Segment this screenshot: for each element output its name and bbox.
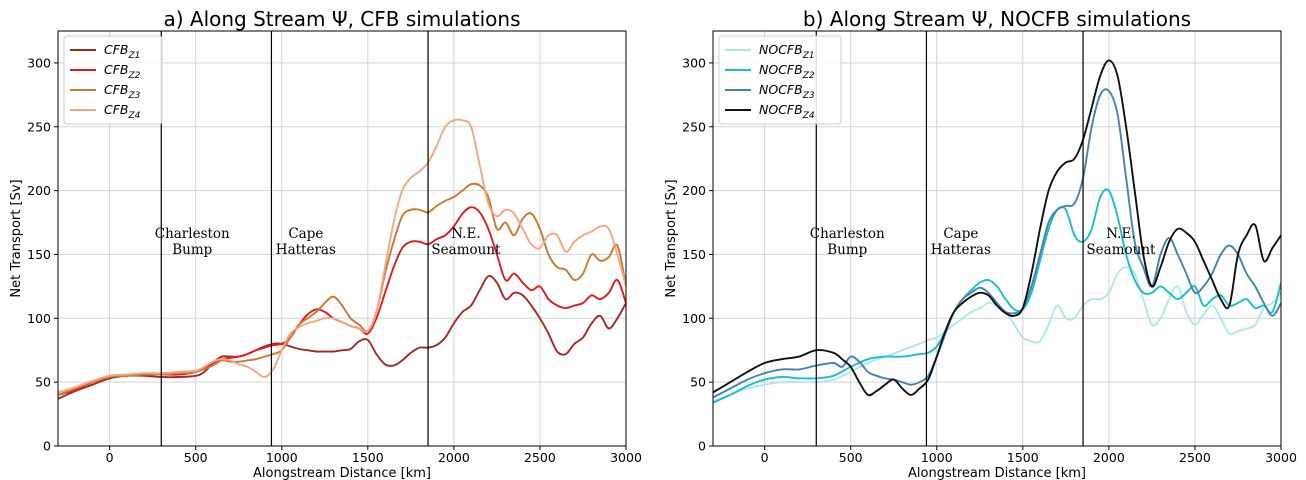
panel-a: Charleston Bump Cape Hatteras N.E. Seamount 0 5…: [9, 7, 642, 480]
annotation-label: Charleston Bump: [810, 226, 885, 258]
series-line-nocfb-z1: [713, 266, 1281, 403]
y-tick-label: 100: [27, 311, 51, 326]
x-tick-label: 2500: [1179, 450, 1211, 465]
y-tick-label: 0: [43, 439, 51, 454]
legend-box: [63, 35, 163, 125]
y-tick-label: 300: [27, 55, 51, 70]
annotation-line: Charleston: [810, 226, 885, 242]
annotation-line: N.E.: [451, 226, 480, 242]
legend-entry: NOCFBZ1: [759, 42, 815, 61]
annotation-line: Bump: [827, 242, 867, 258]
annotation-line: Cape: [943, 226, 978, 242]
x-axis-label: Alongstream Distance [km]: [253, 466, 431, 480]
annotation-line: Seamount: [1086, 242, 1156, 258]
legend-entry: NOCFBZ2: [759, 62, 815, 81]
x-tick-label: 1500: [352, 450, 384, 465]
annotation-label: N.E. Seamount: [1086, 226, 1156, 258]
x-tick-label: 500: [839, 450, 863, 465]
x-tick-label: 500: [184, 450, 208, 465]
x-tick-label: 3000: [610, 450, 642, 465]
y-tick-label: 50: [35, 375, 51, 390]
y-tick-label: 150: [682, 247, 706, 262]
legend-entry-subscript: Z2: [128, 71, 141, 81]
legend-entry-subscript: Z4: [128, 111, 141, 121]
plot-frame: [712, 30, 1282, 447]
annotation-line: Seamount: [431, 242, 501, 258]
y-tick-label: 0: [698, 439, 706, 454]
chart-title: b) Along Stream Ψ, NOCFB simulations: [803, 7, 1191, 31]
y-tick-label: 200: [27, 183, 51, 198]
y-tick-label: 50: [690, 375, 706, 390]
legend-entry-subscript: Z4: [802, 111, 815, 121]
plot-frame: [57, 30, 627, 447]
chart-title: a) Along Stream Ψ, CFB simulations: [163, 7, 520, 31]
legend-entry: NOCFBZ4: [759, 102, 815, 121]
x-tick-label: 0: [761, 450, 769, 465]
x-tick-label: 2500: [524, 450, 556, 465]
y-tick-label: 150: [27, 247, 51, 262]
legend-entry-name: CFB: [104, 62, 129, 77]
legend-entry-name: CFB: [104, 82, 129, 97]
legend-entry: CFBZ1: [104, 42, 140, 61]
x-tick-label: 2000: [1093, 450, 1125, 465]
legend-entry-name: NOCFB: [759, 102, 803, 117]
legend-entry-name: NOCFB: [759, 82, 803, 97]
y-axis-label: Net Transport [Sv]: [664, 179, 679, 297]
series-line-cfb-z3: [58, 182, 626, 396]
legend-entry-subscript: Z3: [128, 91, 141, 101]
annotation-line: Charleston: [155, 226, 230, 242]
series-line-cfb-z2: [58, 206, 626, 396]
annotation-line: Hatteras: [931, 242, 991, 258]
x-tick-label: 3000: [1265, 450, 1297, 465]
annotation-label: Cape Hatteras: [276, 226, 336, 258]
legend-entry: CFBZ4: [104, 102, 141, 121]
legend-entry-subscript: Z2: [802, 71, 815, 81]
y-tick-label: 250: [682, 119, 706, 134]
y-tick-label: 300: [682, 55, 706, 70]
x-tick-label: 1500: [1007, 450, 1039, 465]
y-tick-label: 100: [682, 311, 706, 326]
legend-entry: CFBZ3: [104, 82, 141, 101]
x-tick-label: 0: [106, 450, 114, 465]
series-line-cfb-z1: [58, 275, 626, 400]
y-tick-label: 250: [27, 119, 51, 134]
legend-entry-name: NOCFB: [759, 42, 803, 57]
legend-entry: NOCFBZ3: [759, 82, 815, 101]
annotation-line: N.E.: [1106, 226, 1135, 242]
legend-entry-subscript: Z1: [128, 51, 141, 61]
x-tick-label: 2000: [438, 450, 470, 465]
x-axis-label: Alongstream Distance [km]: [908, 466, 1086, 480]
series-line-cfb-z4: [58, 118, 626, 394]
series-line-nocfb-z4: [713, 59, 1281, 397]
annotation-line: Hatteras: [276, 242, 336, 258]
annotation-line: Bump: [172, 242, 212, 258]
annotation-label: Charleston Bump: [155, 226, 230, 258]
legend-entry-subscript: Z3: [802, 91, 815, 101]
legend-entry-name: CFB: [104, 102, 129, 117]
legend-entry-name: CFB: [104, 42, 129, 57]
legend-entry-subscript: Z1: [802, 51, 815, 61]
legend-entry: CFBZ2: [104, 62, 141, 81]
legend-entry-name: NOCFB: [759, 62, 803, 77]
y-tick-label: 200: [682, 183, 706, 198]
series-line-nocfb-z2: [713, 188, 1281, 404]
y-axis-label: Net Transport [Sv]: [9, 179, 24, 297]
annotation-label: Cape Hatteras: [931, 226, 991, 258]
annotation-line: Cape: [288, 226, 323, 242]
x-tick-label: 1000: [921, 450, 953, 465]
x-tick-label: 1000: [266, 450, 298, 465]
panel-b: Charleston Bump Cape Hatteras N.E. Seamount 0 5…: [664, 7, 1297, 480]
series-line-nocfb-z3: [713, 88, 1281, 399]
annotation-label: N.E. Seamount: [431, 226, 501, 258]
legend-box: [718, 35, 842, 125]
